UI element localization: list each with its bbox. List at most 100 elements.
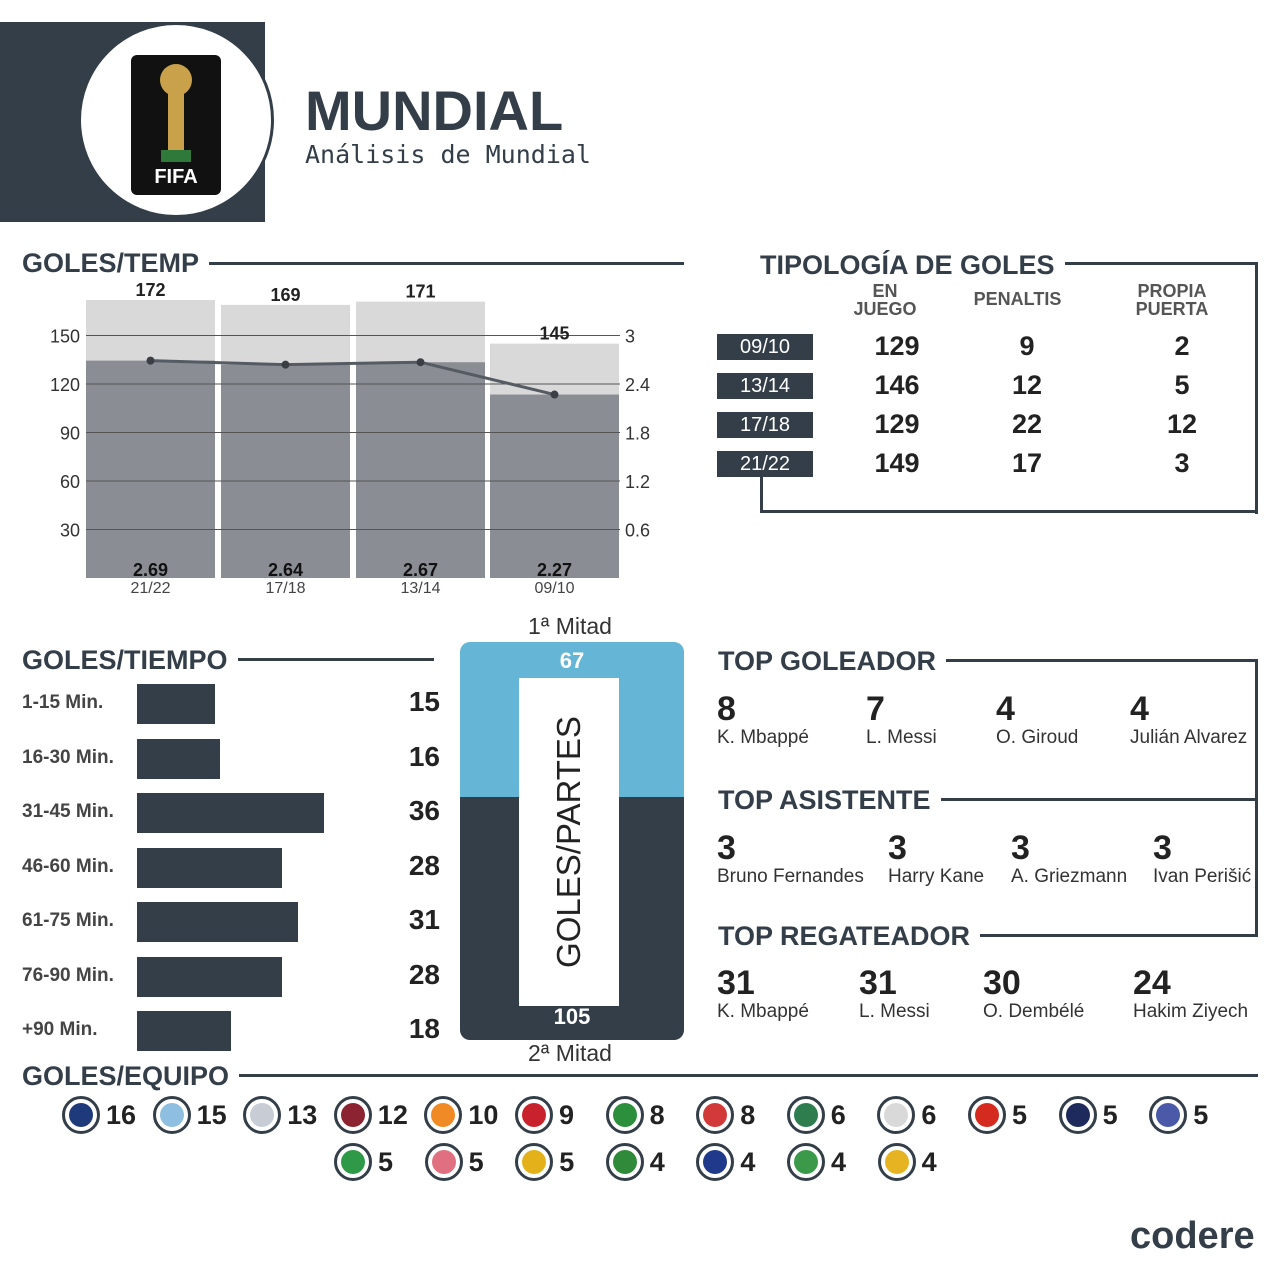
right-tick-label: 1.2 <box>625 472 650 492</box>
avg-goals-label: 2.69 <box>133 560 168 580</box>
top-asistente-name: Harry Kane <box>888 866 985 887</box>
team-goals-value: 10 <box>468 1099 499 1130</box>
team-goals-value: 6 <box>830 1099 846 1130</box>
time-range-label: 61-75 Min. <box>22 910 114 931</box>
tipologia-season-tag: 17/18 <box>717 412 813 438</box>
avg-goals-bar <box>356 362 485 578</box>
goles-equipo-rule <box>22 1074 1258 1077</box>
team-crest-fill <box>703 1103 728 1127</box>
team-goals-value: 5 <box>378 1146 394 1177</box>
team-crest-fill <box>522 1103 546 1127</box>
argentina-crest-icon <box>152 1096 191 1134</box>
top-regateador-value: 31 <box>717 964 755 1002</box>
brazil-crest-icon <box>605 1096 644 1134</box>
page-title: MUNDIAL <box>305 79 564 142</box>
team-crest-fill <box>884 1150 909 1174</box>
top-goleador-name: Julián Alvarez <box>1130 727 1248 748</box>
team-goals-item: 12 <box>333 1096 408 1134</box>
avg-goals-label: 2.64 <box>268 560 303 580</box>
total-goals-label: 169 <box>270 285 300 305</box>
switzerland-crest-icon <box>968 1096 1006 1134</box>
team-goals-value: 4 <box>831 1146 847 1177</box>
team-crest-fill <box>612 1150 637 1174</box>
avg-goals-bar <box>490 394 619 578</box>
avg-goals-line <box>150 359 555 397</box>
team-goals-item: 4 <box>696 1143 755 1181</box>
top-regateador-name: L. Messi <box>859 1001 930 1022</box>
season-label: 21/22 <box>130 580 170 597</box>
team-goals-item: 5 <box>515 1143 574 1181</box>
australia-crest-icon <box>877 1143 916 1181</box>
top-regateador-value: 24 <box>1133 964 1171 1002</box>
avg-goals-point <box>146 356 155 365</box>
team-goals-value: 4 <box>649 1146 665 1177</box>
tipologia-value: 129 <box>874 331 920 361</box>
top-regateador-value: 30 <box>983 964 1021 1002</box>
tipologia-value: 149 <box>874 448 920 478</box>
fifa-26-logo-icon: FIFA <box>131 55 221 195</box>
left-tick-label: 120 <box>50 375 80 395</box>
top-goleador-rule <box>718 659 1258 662</box>
senegal-crest-icon <box>334 1143 372 1181</box>
top-asistente-vrule <box>1255 798 1258 935</box>
time-range-label: 1-15 Min. <box>22 692 104 713</box>
team-crest-fill <box>703 1150 728 1174</box>
top-goleador-value: 7 <box>866 690 885 728</box>
avg-goals-point <box>416 358 425 367</box>
time-range-label: +90 Min. <box>22 1019 98 1040</box>
team-goals-item: 15 <box>152 1096 227 1134</box>
spain-crest-icon <box>515 1096 553 1134</box>
team-goals-item: 9 <box>515 1096 574 1134</box>
top-asistente-rule <box>718 798 1258 801</box>
second-half-label: 2ª Mitad <box>528 1040 612 1066</box>
goles-equipo-title: GOLES/EQUIPO <box>22 1061 240 1092</box>
avg-goals-point <box>281 360 290 369</box>
portugal-crest-icon <box>333 1096 372 1134</box>
time-range-value: 28 <box>408 958 440 990</box>
team-goals-value: 15 <box>196 1099 227 1130</box>
season-label: 17/18 <box>265 580 305 597</box>
right-tick-label: 3 <box>625 327 635 347</box>
goles-partes-title: GOLES/PARTES <box>550 716 587 968</box>
team-crest-fill <box>794 1150 818 1174</box>
left-tick-label: 90 <box>60 424 80 444</box>
team-crest-fill <box>1065 1103 1090 1127</box>
time-range-value: 15 <box>408 686 440 717</box>
codere-logo: codere <box>1130 1215 1255 1257</box>
top-regateador-value: 31 <box>859 964 897 1002</box>
iran-crest-icon <box>787 1143 825 1181</box>
top-asistente-name: A. Griezmann <box>1011 866 1128 887</box>
season-label: 09/10 <box>534 580 574 597</box>
team-crest-fill <box>793 1103 818 1127</box>
team-goals-item: 4 <box>877 1143 937 1181</box>
team-goals-item: 6 <box>877 1096 936 1134</box>
top-asistente-value: 3 <box>717 829 736 867</box>
team-goals-item: 5 <box>1149 1096 1208 1134</box>
avg-goals-bar <box>86 360 215 578</box>
season-label: 13/14 <box>400 580 440 597</box>
tipologia-value: 12 <box>1166 409 1198 439</box>
team-goals-value: 8 <box>649 1099 665 1130</box>
top-goleador-name: L. Messi <box>866 727 937 748</box>
col-penaltis: PENALTIS <box>973 289 1062 309</box>
team-crest-fill <box>159 1103 184 1127</box>
goles-partes-chart: 67 105 GOLES/PARTES <box>460 642 684 1040</box>
avg-goals-bar <box>221 364 350 578</box>
team-crest-fill <box>884 1103 909 1127</box>
tipologia-value: 17 <box>1011 448 1043 478</box>
tipologia-value: 12 <box>1011 370 1043 400</box>
goles-temp-rule <box>22 262 684 265</box>
team-crest-fill <box>340 1103 365 1127</box>
first-half-value: 67 <box>559 648 585 673</box>
team-crest-fill <box>612 1103 637 1127</box>
team-goals-item: 5 <box>968 1096 1027 1134</box>
right-tick-label: 1.8 <box>625 424 650 444</box>
korea-crest-icon <box>1149 1096 1188 1134</box>
left-tick-label: 30 <box>60 521 80 541</box>
partes-label-panel: GOLES/PARTES <box>519 678 619 1006</box>
team-crest-fill <box>341 1150 365 1174</box>
team-goals-value: 8 <box>740 1099 756 1130</box>
team-goals-item: 5 <box>1058 1096 1118 1134</box>
avg-goals-label: 2.27 <box>537 560 572 580</box>
ecuador-crest-icon <box>696 1143 735 1181</box>
